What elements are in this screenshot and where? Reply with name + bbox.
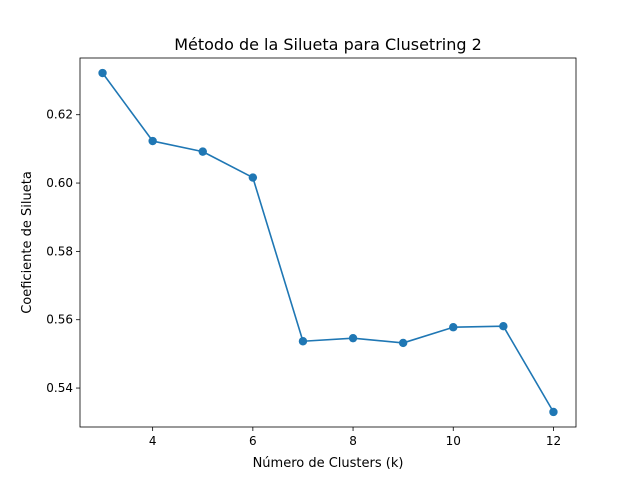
x-tick-label: 10 <box>446 434 461 448</box>
x-axis-ticks: 4 6 8 10 12 <box>149 427 561 448</box>
data-point <box>98 68 107 78</box>
data-point <box>499 322 508 331</box>
y-axis-label: Coeficiente de Silueta <box>20 171 35 314</box>
y-axis-ticks: 0.54 0.56 0.58 0.60 0.62 <box>46 108 80 395</box>
x-tick-label: 4 <box>149 434 157 448</box>
chart-title: Método de la Silueta para Clusetring 2 <box>174 35 482 54</box>
data-point <box>449 323 458 332</box>
x-axis-label: Número de Clusters (k) <box>253 456 404 471</box>
plot-area: 4 6 8 10 12 0.54 0.56 0.58 0.60 0.62 <box>46 57 577 448</box>
x-tick-label: 12 <box>546 434 561 448</box>
y-tick-label: 0.62 <box>46 108 73 122</box>
series-layer <box>98 68 558 417</box>
series-line <box>101 72 555 413</box>
y-tick-label: 0.56 <box>46 313 73 327</box>
data-point <box>348 333 358 343</box>
data-point <box>398 338 408 348</box>
data-point <box>148 136 157 146</box>
data-point <box>298 337 308 346</box>
data-point <box>549 407 558 417</box>
y-tick-label: 0.54 <box>46 381 73 395</box>
y-tick-label: 0.58 <box>46 244 73 258</box>
y-tick-label: 0.60 <box>46 176 73 190</box>
axes-frame <box>79 57 577 428</box>
x-tick-label: 6 <box>249 434 257 448</box>
data-point <box>198 147 207 156</box>
x-tick-label: 8 <box>349 434 357 448</box>
data-point <box>248 173 258 182</box>
